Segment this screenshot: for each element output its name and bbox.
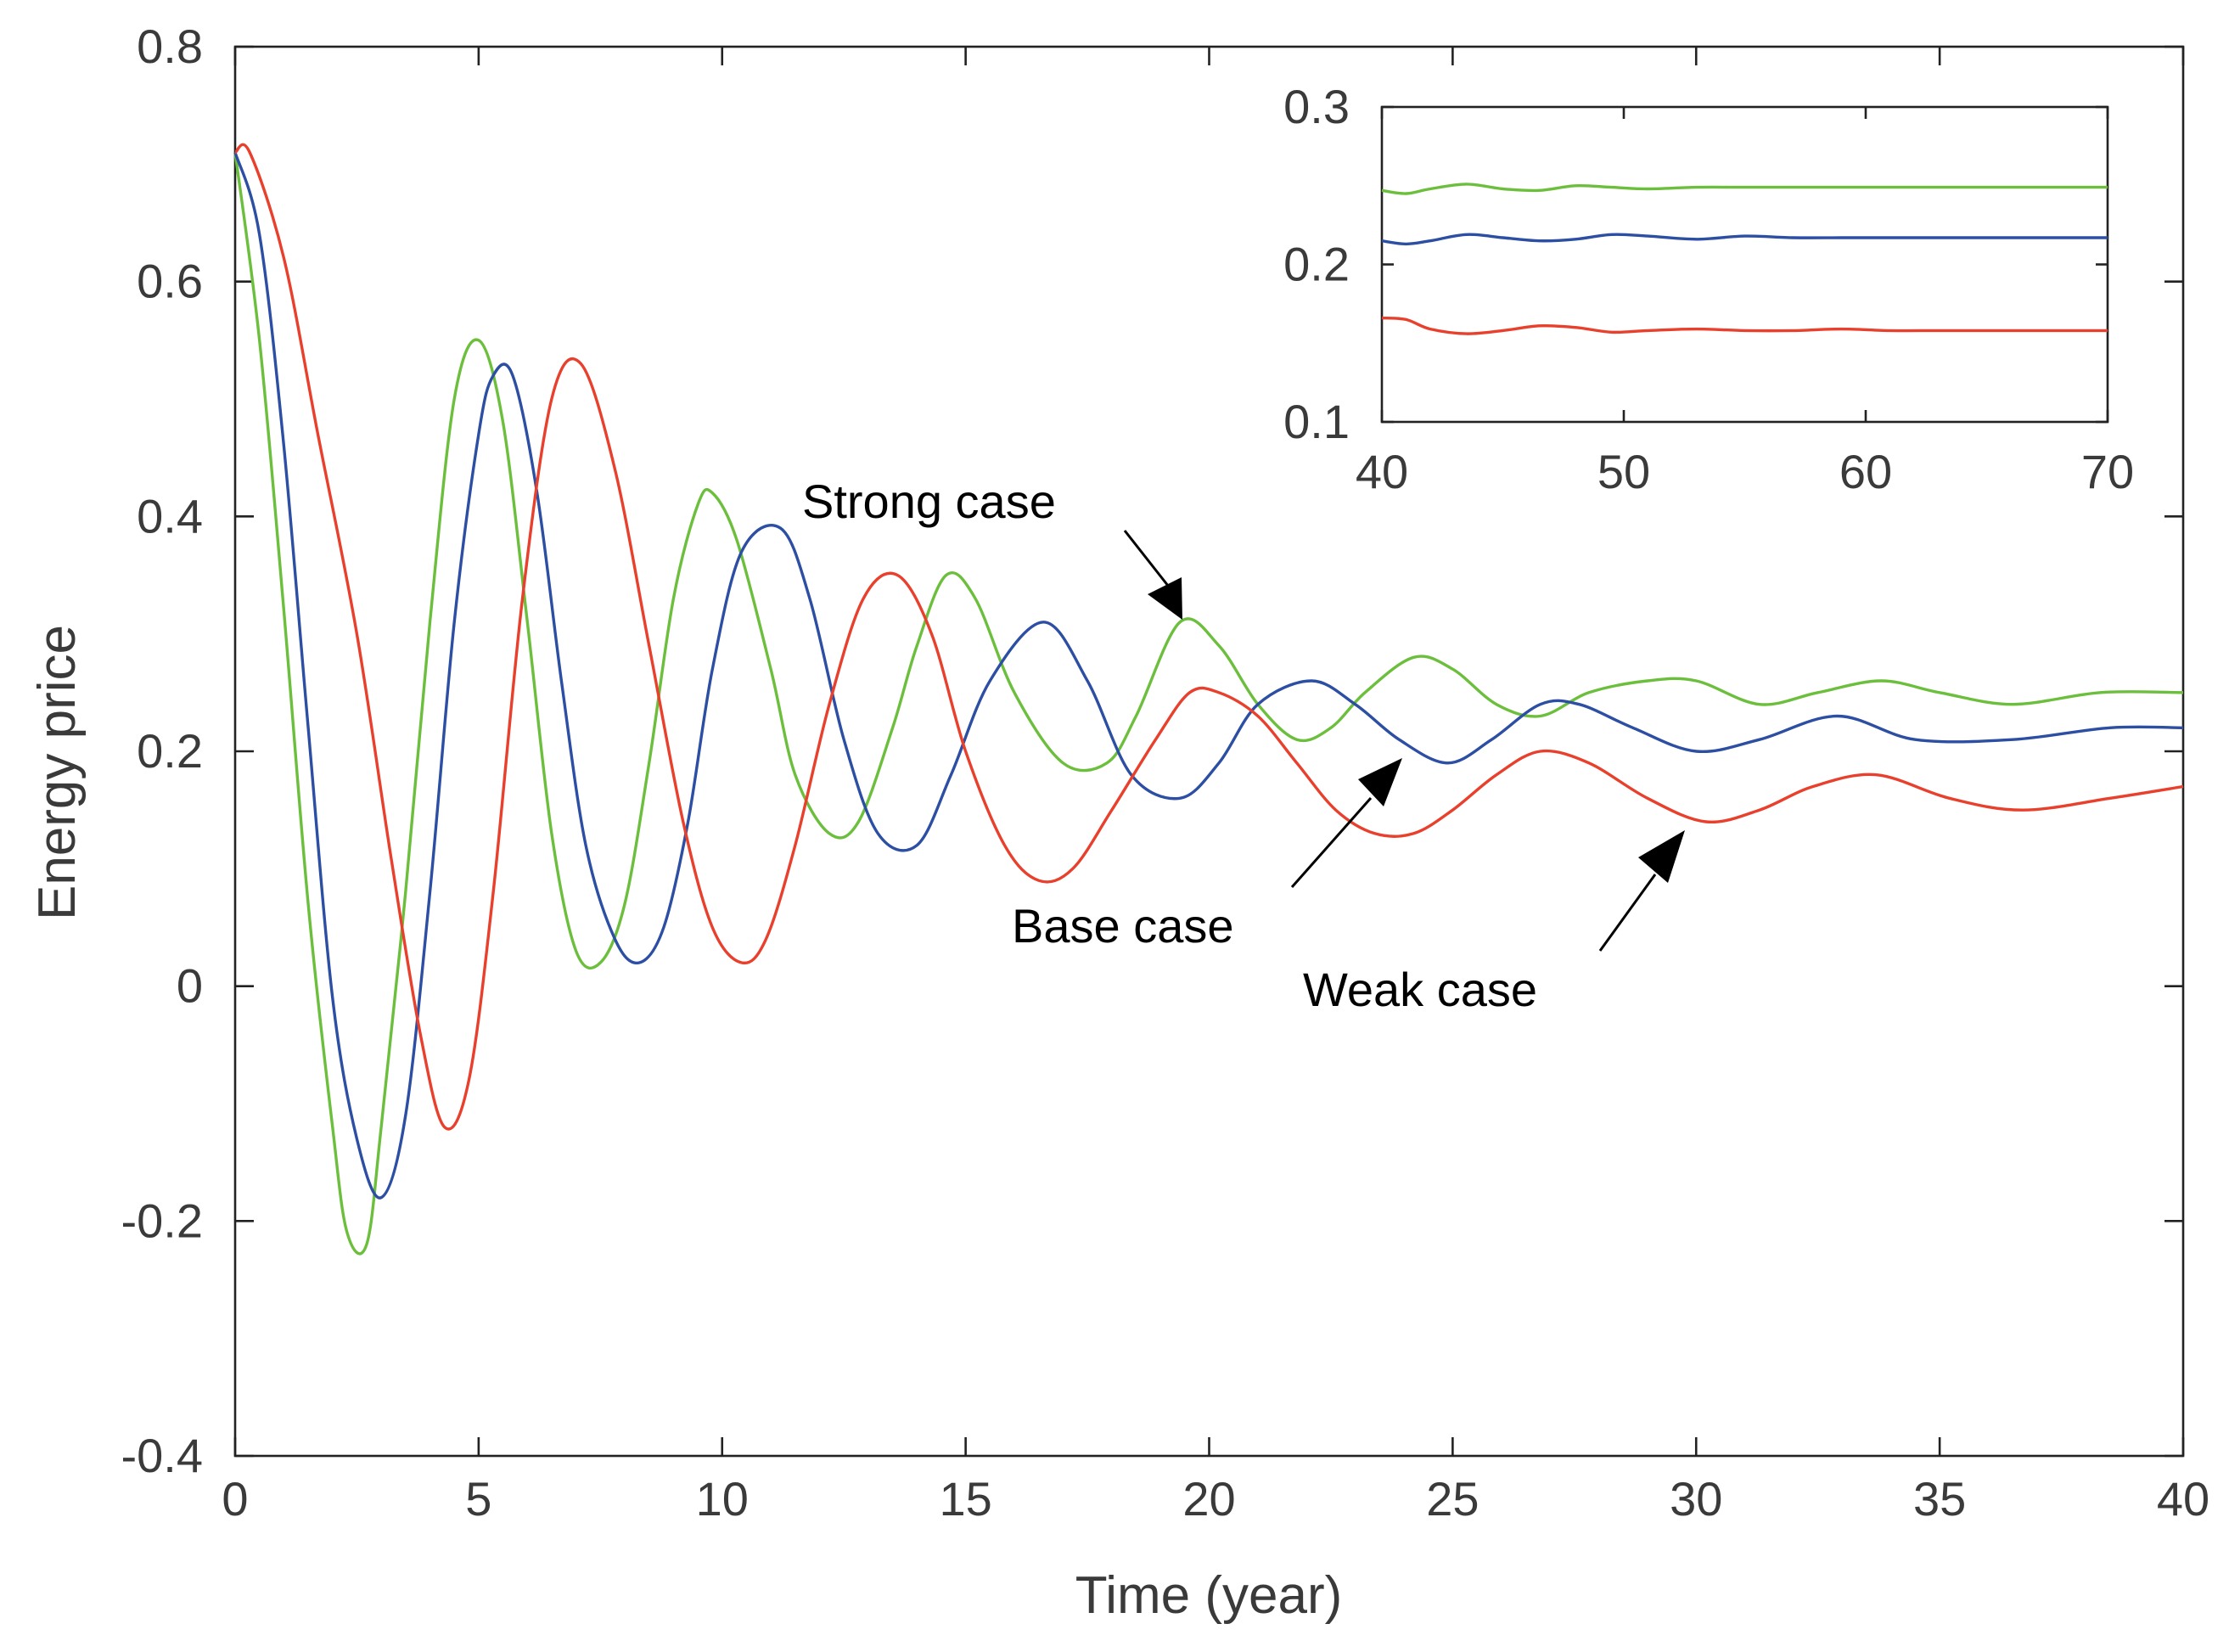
main-xtick-label: 0 [222, 1472, 248, 1526]
main-xtick-label: 20 [1182, 1472, 1235, 1526]
inset-ticks [1380, 105, 2109, 424]
inset-xtick-label: 60 [1839, 445, 1892, 498]
inset-plot: 40 50 60 70 0.1 0.2 0.3 [1283, 80, 2134, 498]
main-ytick-label: 0.2 [137, 724, 203, 778]
arrow-weak-case [1598, 830, 1685, 952]
inset-xtick-label: 40 [1356, 445, 1408, 498]
annotation-base-case: Base case [1012, 899, 1234, 952]
main-xtick-label: 5 [465, 1472, 491, 1526]
main-ytick-label: 0 [177, 959, 203, 1013]
main-ytick-label: -0.2 [121, 1194, 204, 1247]
inset-series-weak-case [1381, 316, 2108, 335]
inset-xtick-label: 70 [2081, 445, 2134, 498]
inset-ytick-label: 0.2 [1283, 238, 1350, 291]
y-axis-label: Energy price [28, 625, 87, 920]
main-xtick-label: 30 [1670, 1472, 1722, 1526]
main-series-strong-case [233, 152, 2184, 1256]
main-xtick-label: 15 [939, 1472, 991, 1526]
annotation-strong-case: Strong case [802, 475, 1056, 528]
arrow-base-case [1290, 758, 1402, 888]
inset-ytick-label: 0.1 [1283, 395, 1350, 448]
main-ytick-label: 0.8 [137, 20, 203, 73]
inset-series-group [1381, 183, 2108, 335]
inset-series-strong-case [1381, 183, 2108, 195]
main-xtick-label: 10 [696, 1472, 749, 1526]
main-xtick-label: 40 [2157, 1472, 2209, 1526]
main-ytick-label: 0.4 [137, 489, 203, 542]
inset-tick-labels: 40 50 60 70 0.1 0.2 0.3 [1283, 80, 2134, 498]
main-ytick-label: 0.6 [137, 255, 203, 308]
main-series-group [233, 143, 2184, 1256]
main-ticks [233, 45, 2185, 1458]
arrow-strong-case [1123, 530, 1182, 620]
main-series-base-case [233, 152, 2184, 1200]
annotation-weak-case: Weak case [1303, 963, 1537, 1016]
main-series-weak-case [234, 143, 2184, 1131]
main-plot: 0 5 10 15 20 25 30 35 40 -0.4 -0.2 0 0.2 0.4 0.6 0.8 Ti… [28, 20, 2209, 1625]
main-xtick-label: 35 [1913, 1472, 1966, 1526]
inset-series-base-case [1381, 233, 2108, 246]
main-xtick-label: 25 [1426, 1472, 1479, 1526]
main-tick-labels: 0 5 10 15 20 25 30 35 40 -0.4 -0.2 0 0.2 0.4 0.6 0.8 [121, 20, 2210, 1526]
x-axis-label: Time (year) [1075, 1566, 1343, 1625]
annotations: Strong case Base case Weak case [802, 475, 1685, 1016]
inset-xtick-label: 50 [1597, 445, 1650, 498]
inset-background [1379, 106, 2109, 422]
inset-ytick-label: 0.3 [1283, 80, 1350, 133]
main-ytick-label: -0.4 [121, 1429, 204, 1482]
